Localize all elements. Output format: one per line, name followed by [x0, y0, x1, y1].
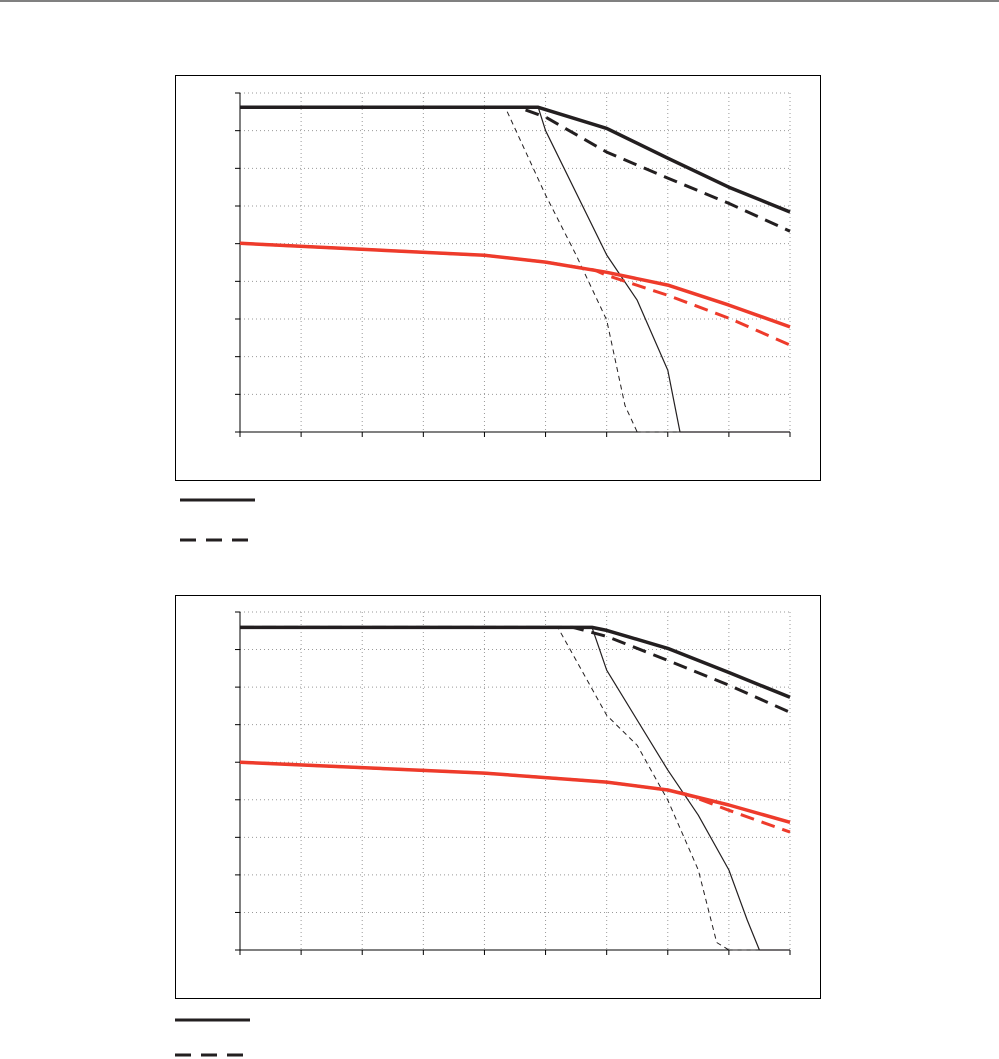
chart-frame — [175, 595, 821, 999]
series-line — [240, 106, 790, 433]
series-line — [240, 105, 791, 214]
series-line — [240, 625, 791, 714]
series-line — [240, 106, 790, 433]
series-line — [239, 241, 791, 329]
series-line — [239, 241, 791, 347]
series-line — [239, 760, 791, 834]
series-line — [240, 625, 791, 699]
chart-frame — [175, 75, 821, 481]
series-line — [240, 626, 790, 951]
series-line — [239, 760, 791, 824]
series-line — [240, 105, 791, 233]
series-line — [240, 626, 790, 951]
